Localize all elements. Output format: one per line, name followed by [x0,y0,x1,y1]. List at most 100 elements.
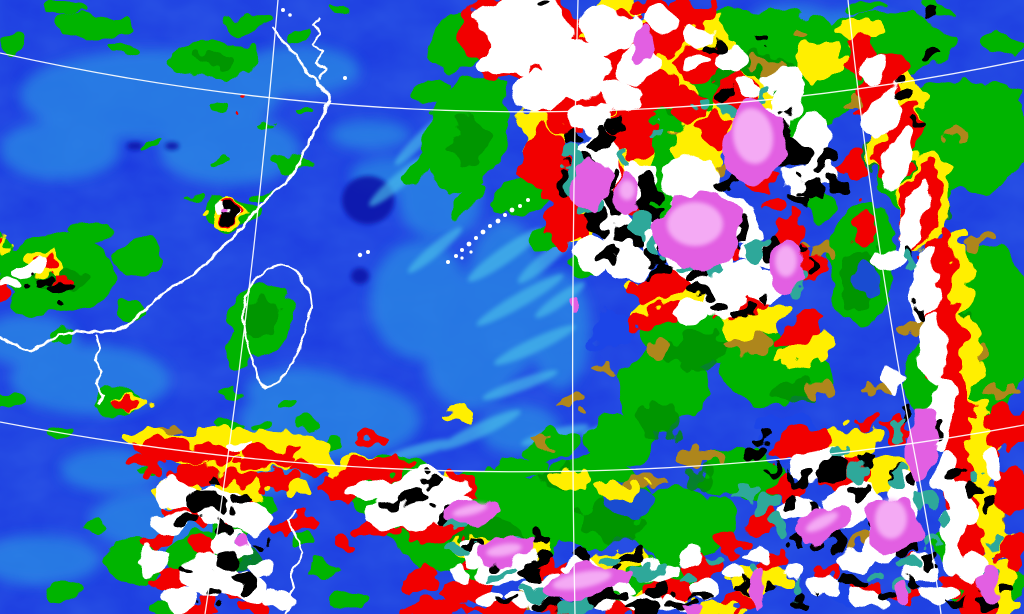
cloud-black-blob [922,49,938,61]
cloud-black-blob [790,192,810,208]
cloud-green-blob [285,27,311,39]
cloud-teal-blob [914,488,930,508]
cloud-black-blob [752,294,768,306]
cloud-khaki-blob [968,234,992,246]
cyan-streaks-blob [407,227,463,273]
cloud-red-blob [260,471,300,489]
cloud-black-blob [715,88,735,102]
cloud-teal-blob [676,571,700,585]
cloud-black-blob [215,515,235,529]
cloud-black-blob [254,543,270,553]
cloud-white-blob [765,68,795,92]
cloud-teal-blob [630,205,650,235]
cloud-white-blob [225,505,275,535]
cloud-black-blob [495,595,515,605]
island-dot [526,198,530,202]
cloud-red-blob [1000,530,1024,570]
ocean-light-patches-blob [0,120,120,180]
cloud-green-blob [44,583,80,601]
island-dot [480,229,486,235]
ocean-dark-patches-blob [351,268,369,284]
cloud-khaki-blob [598,364,622,376]
cloud-teal-blob [755,493,775,517]
cloud-black-blob [648,262,672,278]
cloud-green-blob [705,450,785,500]
cloud-black-blob [688,282,712,298]
cloud-black-blob [983,499,997,511]
cloud-white-blob [660,155,720,205]
cloud-magenta-pale [452,108,907,590]
cloud-white-blob [867,82,903,138]
cloud-white-blob [445,567,475,583]
china-river-squiggle [310,16,328,80]
cloud-black-blob [838,574,862,586]
cloud-black-blob [200,589,220,601]
cloud-red-blob [985,405,1024,455]
cloud-red-blob [182,445,238,465]
cloud-white-blob [615,45,665,85]
cloud-teal-blob [989,532,1001,548]
cloud-black-blob [762,587,778,597]
cloud-red-blob [358,434,382,446]
cloud-green-blob [410,79,454,105]
cloud-black-blob [620,600,660,614]
cloud-green-dark-blob [246,298,278,338]
cloud-green-blob [210,101,234,111]
cloud-magenta-blob [890,577,910,605]
cloud-red-blob [331,539,355,551]
island-dot [343,76,347,80]
cloud-green-blob [1001,137,1024,153]
island-dot [366,250,370,254]
cloud-teal-blob [690,96,710,110]
cloud-green-dark-blob [452,115,488,165]
cloud-magenta-blob [748,568,766,604]
cloud-black-blob [800,173,824,197]
cloud-black-blob [530,599,560,611]
cloud-teal-blob [774,515,790,535]
island-dot [495,218,501,224]
cloud-black-blob [846,482,870,498]
ocean-light-patches-blob [245,368,355,412]
cloud-black-blob [755,35,769,45]
cloud-yellow-blob [780,333,836,367]
cloud-black-blob [787,540,803,550]
cloud-magenta-pale-blob [875,499,907,539]
cloud-green-blob [982,79,1022,105]
cloud-green-blob [0,387,22,407]
cloud-green-blob [403,155,437,185]
cloud-white-blob [748,547,772,563]
cloud-black-blob [232,494,248,506]
cloud-black-blob [648,586,672,598]
cloud-green-blob [971,104,995,116]
cloud-black-blob [752,435,768,445]
island-dot [454,254,458,258]
cloud-magenta-pale-blob [732,108,774,164]
cloud-red-blob [234,100,242,106]
ocean-light-patches-blob [160,115,300,185]
cloud-teal-blob [789,578,801,598]
cloud-black-blob [515,563,545,581]
cloud-white-blob [510,68,570,112]
cloud-black-blob [792,474,808,486]
cloud-black-blob [380,499,400,511]
cloud-magenta-blob [631,29,655,63]
cloud-white-blob [12,258,48,278]
cloud-black-blob [182,565,198,575]
cloud-black-blob [875,587,895,597]
cloud-white-blob [265,590,295,610]
cloud-green-blob [140,138,160,146]
cloud-red-blob [240,448,300,468]
island-dot [288,13,292,17]
cyan-streaks-blob [482,370,558,400]
cloud-black-blob [583,213,607,237]
cloud-teal-blob [702,555,722,565]
cloud-yellow-blob [595,480,645,500]
cloud-green-blob [2,34,26,54]
cloud-green-blob [495,460,545,480]
cloud-yellow-blob [283,484,313,500]
island-dot [460,256,464,260]
cloud-white-blob [598,80,638,110]
cloud-teal-blob [747,242,763,262]
cloud-teal-blob [720,102,736,114]
